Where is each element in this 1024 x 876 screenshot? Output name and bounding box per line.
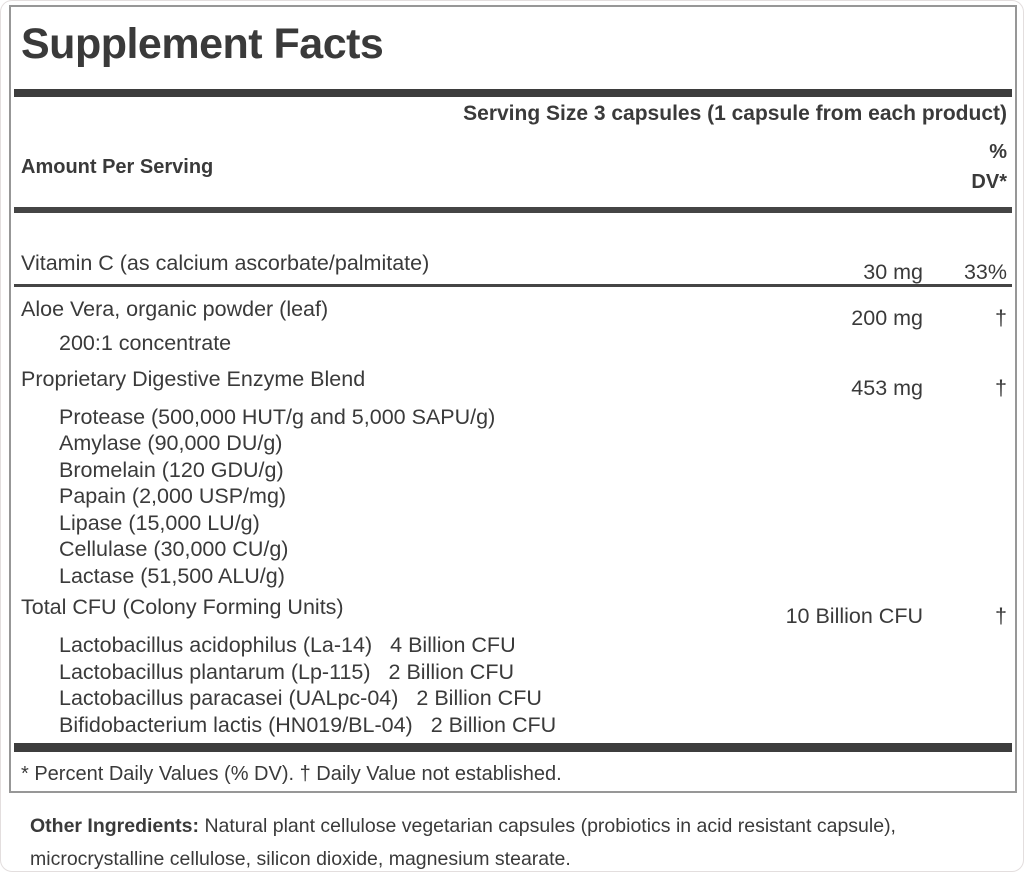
strain-row: Lactobacillus acidophilus (La-14) 4 Billi… xyxy=(59,632,1015,659)
sub-ingredient: 200:1 concentrate xyxy=(59,331,232,355)
strain-name: Lactobacillus plantarum (Lp-115) xyxy=(59,659,371,684)
panel-title: Supplement Facts xyxy=(21,20,384,68)
sub-ingredient: Protease (500,000 HUT/g and 5,000 SAPU/g… xyxy=(59,404,496,429)
table-row-enzyme-blend: Proprietary Digestive Enzyme Blend 453 m… xyxy=(11,366,1015,400)
ingredient-amount: 30 mg xyxy=(863,260,923,284)
table-row-vitamin-c: Vitamin C (as calcium ascorbate/palmitat… xyxy=(11,250,1015,284)
percent-dv-header-line2: DV* xyxy=(971,171,1007,193)
daily-value-footnote: * Percent Daily Values (% DV). † Daily V… xyxy=(21,763,562,785)
other-ingredients-text: Natural plant cellulose vegetarian capsu… xyxy=(30,815,896,870)
serving-size-text: Serving Size 3 capsules (1 capsule from … xyxy=(463,102,1007,125)
strain-row: Bifidobacterium lactis (HN019/BL-04) 2 Bi… xyxy=(59,712,1015,739)
other-ingredients-paragraph: Other Ingredients: Natural plant cellulo… xyxy=(30,810,942,876)
sub-ingredient: Bromelain (120 GDU/g) xyxy=(59,457,284,482)
strain-row: Lactobacillus paracasei (UALpc-04) 2 Bill… xyxy=(59,685,1015,712)
sub-ingredient: Amylase (90,000 DU/g) xyxy=(59,431,283,455)
divider-thick-top xyxy=(14,89,1012,97)
sub-ingredient: Cellulase (30,000 CU/g) xyxy=(59,537,289,561)
ingredient-name: Aloe Vera, organic powder (leaf) xyxy=(21,297,329,321)
strain-cfu: 4 Billion CFU xyxy=(390,633,516,657)
divider-single-rule xyxy=(14,284,1012,287)
supplement-facts-panel: Supplement Facts Serving Size 3 capsules… xyxy=(9,5,1017,793)
other-ingredients-label: Other Ingredients: xyxy=(30,815,200,837)
divider-double-rule xyxy=(14,207,1012,213)
ingredient-name: Total CFU (Colony Forming Units) xyxy=(21,595,344,619)
table-row-aloe-vera: Aloe Vera, organic powder (leaf) 200 mg … xyxy=(11,296,1015,330)
divider-thick-bottom xyxy=(14,743,1012,752)
ingredient-dv: † xyxy=(995,375,1007,400)
table-row-total-cfu: Total CFU (Colony Forming Units) 10 Bill… xyxy=(11,594,1015,628)
ingredient-name: Proprietary Digestive Enzyme Blend xyxy=(21,366,366,391)
strain-name: Lactobacillus paracasei (UALpc-04) xyxy=(59,686,399,710)
ingredient-dv: † xyxy=(995,306,1007,330)
strain-cfu: 2 Billion CFU xyxy=(388,659,514,684)
column-header-row: Amount Per Serving % DV* xyxy=(11,127,1015,207)
ingredient-amount: 200 mg xyxy=(851,306,923,330)
strain-row: Lactobacillus plantarum (Lp-115) 2 Billio… xyxy=(59,659,1015,686)
ingredient-dv: † xyxy=(995,604,1007,628)
strain-cfu: 2 Billion CFU xyxy=(430,712,557,737)
amount-per-serving-header: Amount Per Serving xyxy=(21,155,214,178)
ingredient-dv: 33% xyxy=(963,260,1007,284)
sub-ingredient: Lipase (15,000 LU/g) xyxy=(59,510,260,535)
percent-dv-header: % DV* xyxy=(971,137,1007,197)
strain-name: Bifidobacterium lactis (HN019/BL-04) xyxy=(59,712,413,737)
strain-name: Lactobacillus acidophilus (La-14) xyxy=(59,633,373,657)
aloe-subitem-list: 200:1 concentrate xyxy=(11,330,1015,357)
ingredient-name: Vitamin C (as calcium ascorbate/palmitat… xyxy=(21,251,430,275)
strain-cfu: 2 Billion CFU xyxy=(416,686,542,710)
percent-dv-header-line1: % xyxy=(989,141,1007,163)
ingredient-amount: 10 Billion CFU xyxy=(785,604,923,628)
ingredient-amount: 453 mg xyxy=(851,375,923,400)
sub-ingredient: Papain (2,000 USP/mg) xyxy=(59,484,287,508)
enzyme-subitem-list: Protease (500,000 HUT/g and 5,000 SAPU/g… xyxy=(11,404,1015,590)
probiotic-strain-list: Lactobacillus acidophilus (La-14) 4 Billi… xyxy=(11,632,1015,738)
sub-ingredient: Lactase (51,500 ALU/g) xyxy=(59,563,285,588)
